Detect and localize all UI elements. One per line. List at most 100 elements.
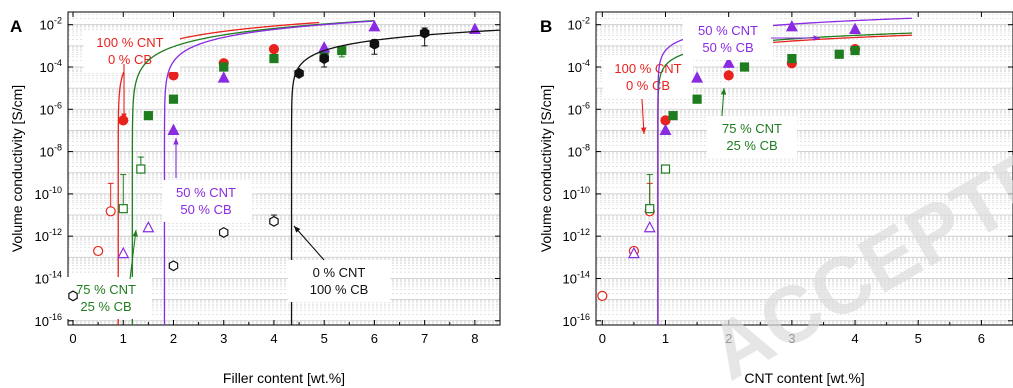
data-point (167, 123, 180, 136)
series-label: 75 % CNT 25 % CB (76, 282, 136, 314)
fit-curve (131, 19, 375, 325)
y-tick-label: 10-4 (568, 58, 590, 75)
series-cnt0 (68, 27, 500, 325)
y-tick-label: 10-10 (563, 185, 590, 202)
data-point (419, 27, 430, 39)
y-tick-label: 10-16 (35, 312, 62, 329)
y-tick-label: 10-8 (40, 143, 62, 160)
x-tick-label: 0 (599, 331, 606, 346)
series-label: 50 % CNT 50 % CB (698, 23, 758, 55)
data-point (168, 70, 179, 81)
data-point (269, 53, 279, 64)
x-tick-label: 1 (662, 331, 669, 346)
plot-frame (67, 11, 501, 326)
data-point (787, 53, 797, 64)
y-axis-label: Volume conductivity [S/cm] (9, 85, 25, 252)
data-point (785, 19, 798, 32)
series-label: 0 % CNT 100 % CB (310, 265, 369, 297)
x-axis-label: Filler content [wt.%] (223, 370, 345, 386)
y-tick-label: 10-2 (568, 16, 590, 33)
series-label: 75 % CNT 25 % CB (722, 121, 782, 153)
panel-letter: A (10, 17, 22, 36)
annotation-arrow (129, 229, 137, 280)
y-tick-label: 10-14 (563, 269, 590, 286)
x-tick-label: 2 (170, 331, 177, 346)
x-tick-label: 7 (421, 331, 428, 346)
arrow-head (132, 230, 138, 237)
data-point (739, 62, 750, 72)
x-tick-label: 5 (915, 331, 922, 346)
data-point (294, 67, 304, 79)
data-point (627, 246, 640, 259)
fit-curve (163, 20, 375, 325)
y-tick-label: 10-2 (40, 16, 62, 33)
data-point (319, 53, 329, 65)
data-point (368, 19, 381, 32)
data-point (217, 71, 230, 83)
data-point (68, 290, 78, 302)
x-tick-label: 3 (220, 331, 227, 346)
series-cnt75 (118, 19, 375, 325)
data-point (643, 220, 656, 233)
annotation-box (683, 18, 773, 60)
data-point (834, 49, 844, 59)
y-tick-label: 10-8 (568, 143, 590, 160)
arrow-head (640, 127, 647, 134)
arrow-head (294, 226, 301, 233)
y-tick-label: 10-16 (563, 312, 590, 329)
panel-letter: B (540, 17, 552, 36)
x-tick-label: 6 (978, 331, 985, 346)
x-tick-label: 8 (471, 331, 478, 346)
data-point (369, 38, 380, 50)
data-point (722, 56, 735, 68)
annotation-box (288, 260, 390, 302)
data-point (168, 94, 179, 104)
data-point (269, 215, 279, 227)
chart-panel-a: 0 1 2 3 4 5 6 7 8 10-16 10-14 10-12 10-10 10-8 10-6 10-… (9, 11, 501, 386)
data-point (268, 44, 280, 55)
data-point (93, 245, 104, 257)
data-point (668, 111, 678, 121)
data-point (219, 62, 229, 72)
chart-panel-b: 0 1 2 3 4 5 6 10-16 10-14 10-12 10-10 10-8 10-6 10-4 1… (538, 11, 1013, 386)
plot-frame (595, 11, 1013, 326)
series-label: 100 % CNT 0 % CB (96, 35, 163, 67)
data-point (849, 22, 862, 34)
annotation-arrow (293, 225, 325, 261)
data-point (136, 164, 146, 174)
x-tick-label: 5 (321, 331, 328, 346)
annotation-box (707, 116, 797, 158)
x-tick-label: 3 (788, 331, 795, 346)
data-point (691, 71, 704, 83)
x-tick-label: 0 (69, 331, 76, 346)
annotation-box (603, 56, 693, 98)
y-tick-label: 10-6 (40, 100, 62, 117)
arrow-head (121, 113, 127, 120)
x-tick-label: 4 (270, 331, 277, 346)
arrow-head (720, 88, 727, 95)
series-label: 50 % CNT 50 % CB (176, 185, 236, 217)
data-point (597, 290, 608, 301)
data-point (660, 164, 671, 174)
x-tick-label: 4 (851, 331, 858, 346)
data-point (723, 70, 734, 81)
data-point (850, 45, 860, 56)
data-point (142, 220, 155, 233)
x-tick-label: 1 (120, 331, 127, 346)
data-point (168, 260, 179, 272)
y-tick-label: 10-12 (35, 227, 62, 244)
y-tick-label: 10-14 (35, 269, 62, 286)
x-tick-label: 2 (725, 331, 732, 346)
data-point (143, 111, 153, 121)
data-point (659, 123, 672, 136)
data-point (692, 94, 702, 104)
y-tick-label: 10-6 (568, 100, 590, 117)
y-tick-label: 10-10 (35, 185, 62, 202)
x-axis-label: CNT content [wt.%] (744, 370, 864, 386)
arrow-head (173, 138, 179, 145)
data-point (337, 45, 347, 56)
data-point (218, 226, 229, 238)
x-tick-label: 6 (371, 331, 378, 346)
arrow-head (813, 35, 820, 41)
